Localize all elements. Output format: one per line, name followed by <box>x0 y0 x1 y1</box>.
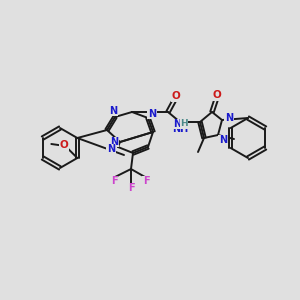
Text: NH: NH <box>172 124 188 134</box>
Text: F: F <box>143 176 149 186</box>
Text: O: O <box>213 90 221 100</box>
Text: N: N <box>107 144 115 154</box>
Text: F: F <box>128 183 134 193</box>
Text: N: N <box>148 109 156 119</box>
Text: F: F <box>111 176 117 186</box>
Text: N: N <box>219 135 227 145</box>
Text: O: O <box>60 140 69 150</box>
Text: N: N <box>225 113 233 123</box>
Text: H: H <box>180 119 188 128</box>
Text: N: N <box>110 137 118 147</box>
Text: N: N <box>109 106 117 116</box>
Text: O: O <box>172 91 180 101</box>
Text: N: N <box>173 119 181 129</box>
